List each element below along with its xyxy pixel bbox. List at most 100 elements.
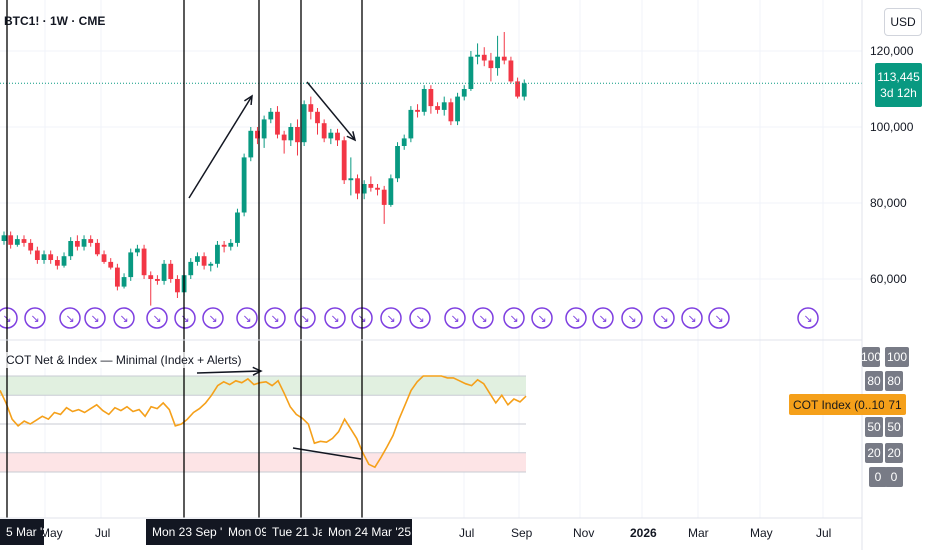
level-label: 50: [885, 417, 903, 437]
candle-body: [455, 96, 460, 122]
candle-body: [475, 54, 480, 57]
event-icon-glyph: ↘: [803, 312, 812, 325]
candle-body: [335, 132, 340, 141]
event-icon: ↘: [708, 307, 730, 329]
level-label: 0: [885, 467, 903, 487]
event-icon: ↘: [531, 307, 553, 329]
candle-body: [28, 242, 34, 251]
event-icon: ↘: [59, 307, 81, 329]
candle-body: [368, 184, 374, 188]
event-icon: ↘: [797, 307, 819, 329]
event-icon-circle: [324, 307, 346, 329]
event-icon: ↘: [264, 307, 286, 329]
candle-body: [348, 178, 354, 181]
candle-body: [421, 89, 427, 112]
candle-body: [195, 256, 200, 262]
candle-body: [495, 56, 500, 69]
candle-body: [135, 248, 140, 253]
candle-body: [68, 241, 74, 257]
event-icon: ↘: [236, 307, 258, 329]
level-label: 20: [865, 443, 883, 463]
event-icon-circle: [621, 307, 643, 329]
event-icon-circle: [146, 307, 168, 329]
event-icon: ↘: [409, 307, 431, 329]
candle-body: [34, 250, 40, 260]
candle-body: [481, 54, 487, 61]
event-icon-glyph: ↘: [152, 312, 161, 325]
last-price: 113,445: [877, 70, 920, 84]
candle-body: [175, 279, 180, 293]
candle-body: [288, 127, 294, 141]
candle-body: [1, 235, 7, 241]
level-label: 80: [865, 371, 883, 391]
event-icon-circle: [84, 307, 106, 329]
trend-line: [306, 81, 356, 141]
level-label: 20: [885, 443, 903, 463]
event-icon-glyph: ↘: [180, 312, 189, 325]
candle-body: [501, 56, 507, 61]
price-tick: 100,000: [870, 120, 914, 134]
candle-body: [448, 102, 454, 122]
trend-drawings: [188, 81, 362, 460]
event-icon-glyph: ↘: [65, 312, 74, 325]
candle-body: [361, 184, 367, 194]
bar-countdown: 3d 12h: [880, 86, 917, 100]
price-tick: 120,000: [870, 44, 914, 58]
candle-body: [148, 275, 154, 279]
price-axis[interactable]: 120,000 100,000 80,000 60,000: [870, 44, 914, 286]
event-icon-glyph: ↘: [478, 312, 487, 325]
candle-body: [21, 239, 27, 243]
time-tick: 2026: [630, 526, 657, 540]
candle-body: [328, 132, 334, 139]
level-label: 100: [861, 347, 881, 367]
symbol-title[interactable]: BTC1! · 1W · CME: [4, 14, 106, 28]
event-icon: ↘: [592, 307, 614, 329]
candle-body: [88, 239, 94, 243]
level-label: 80: [885, 371, 903, 391]
candle-body: [261, 119, 267, 139]
event-icon-glyph: ↘: [537, 312, 546, 325]
time-tick: Sep: [511, 526, 533, 540]
candle-body: [401, 138, 407, 146]
event-icon: ↘: [202, 307, 224, 329]
candle-body: [108, 261, 114, 268]
event-icon-glyph: ↘: [119, 312, 128, 325]
trend-line: [292, 447, 362, 460]
price-gridlines: [0, 50, 862, 280]
date-marker-label: Mon 23 Sep '24: [146, 519, 234, 545]
candle-body: [468, 56, 474, 89]
event-icon-glyph: ↘: [208, 312, 217, 325]
level-label: 0: [869, 467, 887, 487]
indicator-title[interactable]: COT Net & Index — Minimal (Index + Alert…: [4, 352, 244, 368]
event-icon-glyph: ↘: [330, 312, 339, 325]
date-marker-label: 5 Mar '24: [0, 519, 44, 545]
time-tick: Jul: [816, 526, 831, 540]
candle-body: [301, 104, 307, 143]
event-icon: ↘: [174, 307, 196, 329]
level-label: 100: [885, 347, 909, 367]
candle-body: [321, 123, 327, 139]
candle-body: [295, 127, 300, 143]
event-icon-circle: [531, 307, 553, 329]
event-icon: ↘: [472, 307, 494, 329]
event-icon-circle: [236, 307, 258, 329]
event-icon: ↘: [621, 307, 643, 329]
currency-button[interactable]: USD: [884, 8, 922, 36]
candle-body: [408, 109, 414, 139]
event-icon: ↘: [444, 307, 466, 329]
event-icon-circle: [202, 307, 224, 329]
event-icon-circle: [653, 307, 675, 329]
candle-body: [235, 212, 240, 243]
event-icon: ↘: [380, 307, 402, 329]
candle-body: [121, 277, 127, 287]
event-icon: ↘: [681, 307, 703, 329]
event-icon-circle: [113, 307, 135, 329]
candle-body: [14, 239, 20, 245]
price-tick: 80,000: [870, 196, 907, 210]
trend-arrowhead: [252, 366, 263, 376]
candlestick-series: [1, 32, 527, 306]
time-axis[interactable]: May Jul Jul Sep Nov 2026 Mar May Jul: [40, 526, 831, 540]
event-icon-circle: [409, 307, 431, 329]
date-marker-label: Mon 24 Mar '25: [322, 519, 412, 545]
